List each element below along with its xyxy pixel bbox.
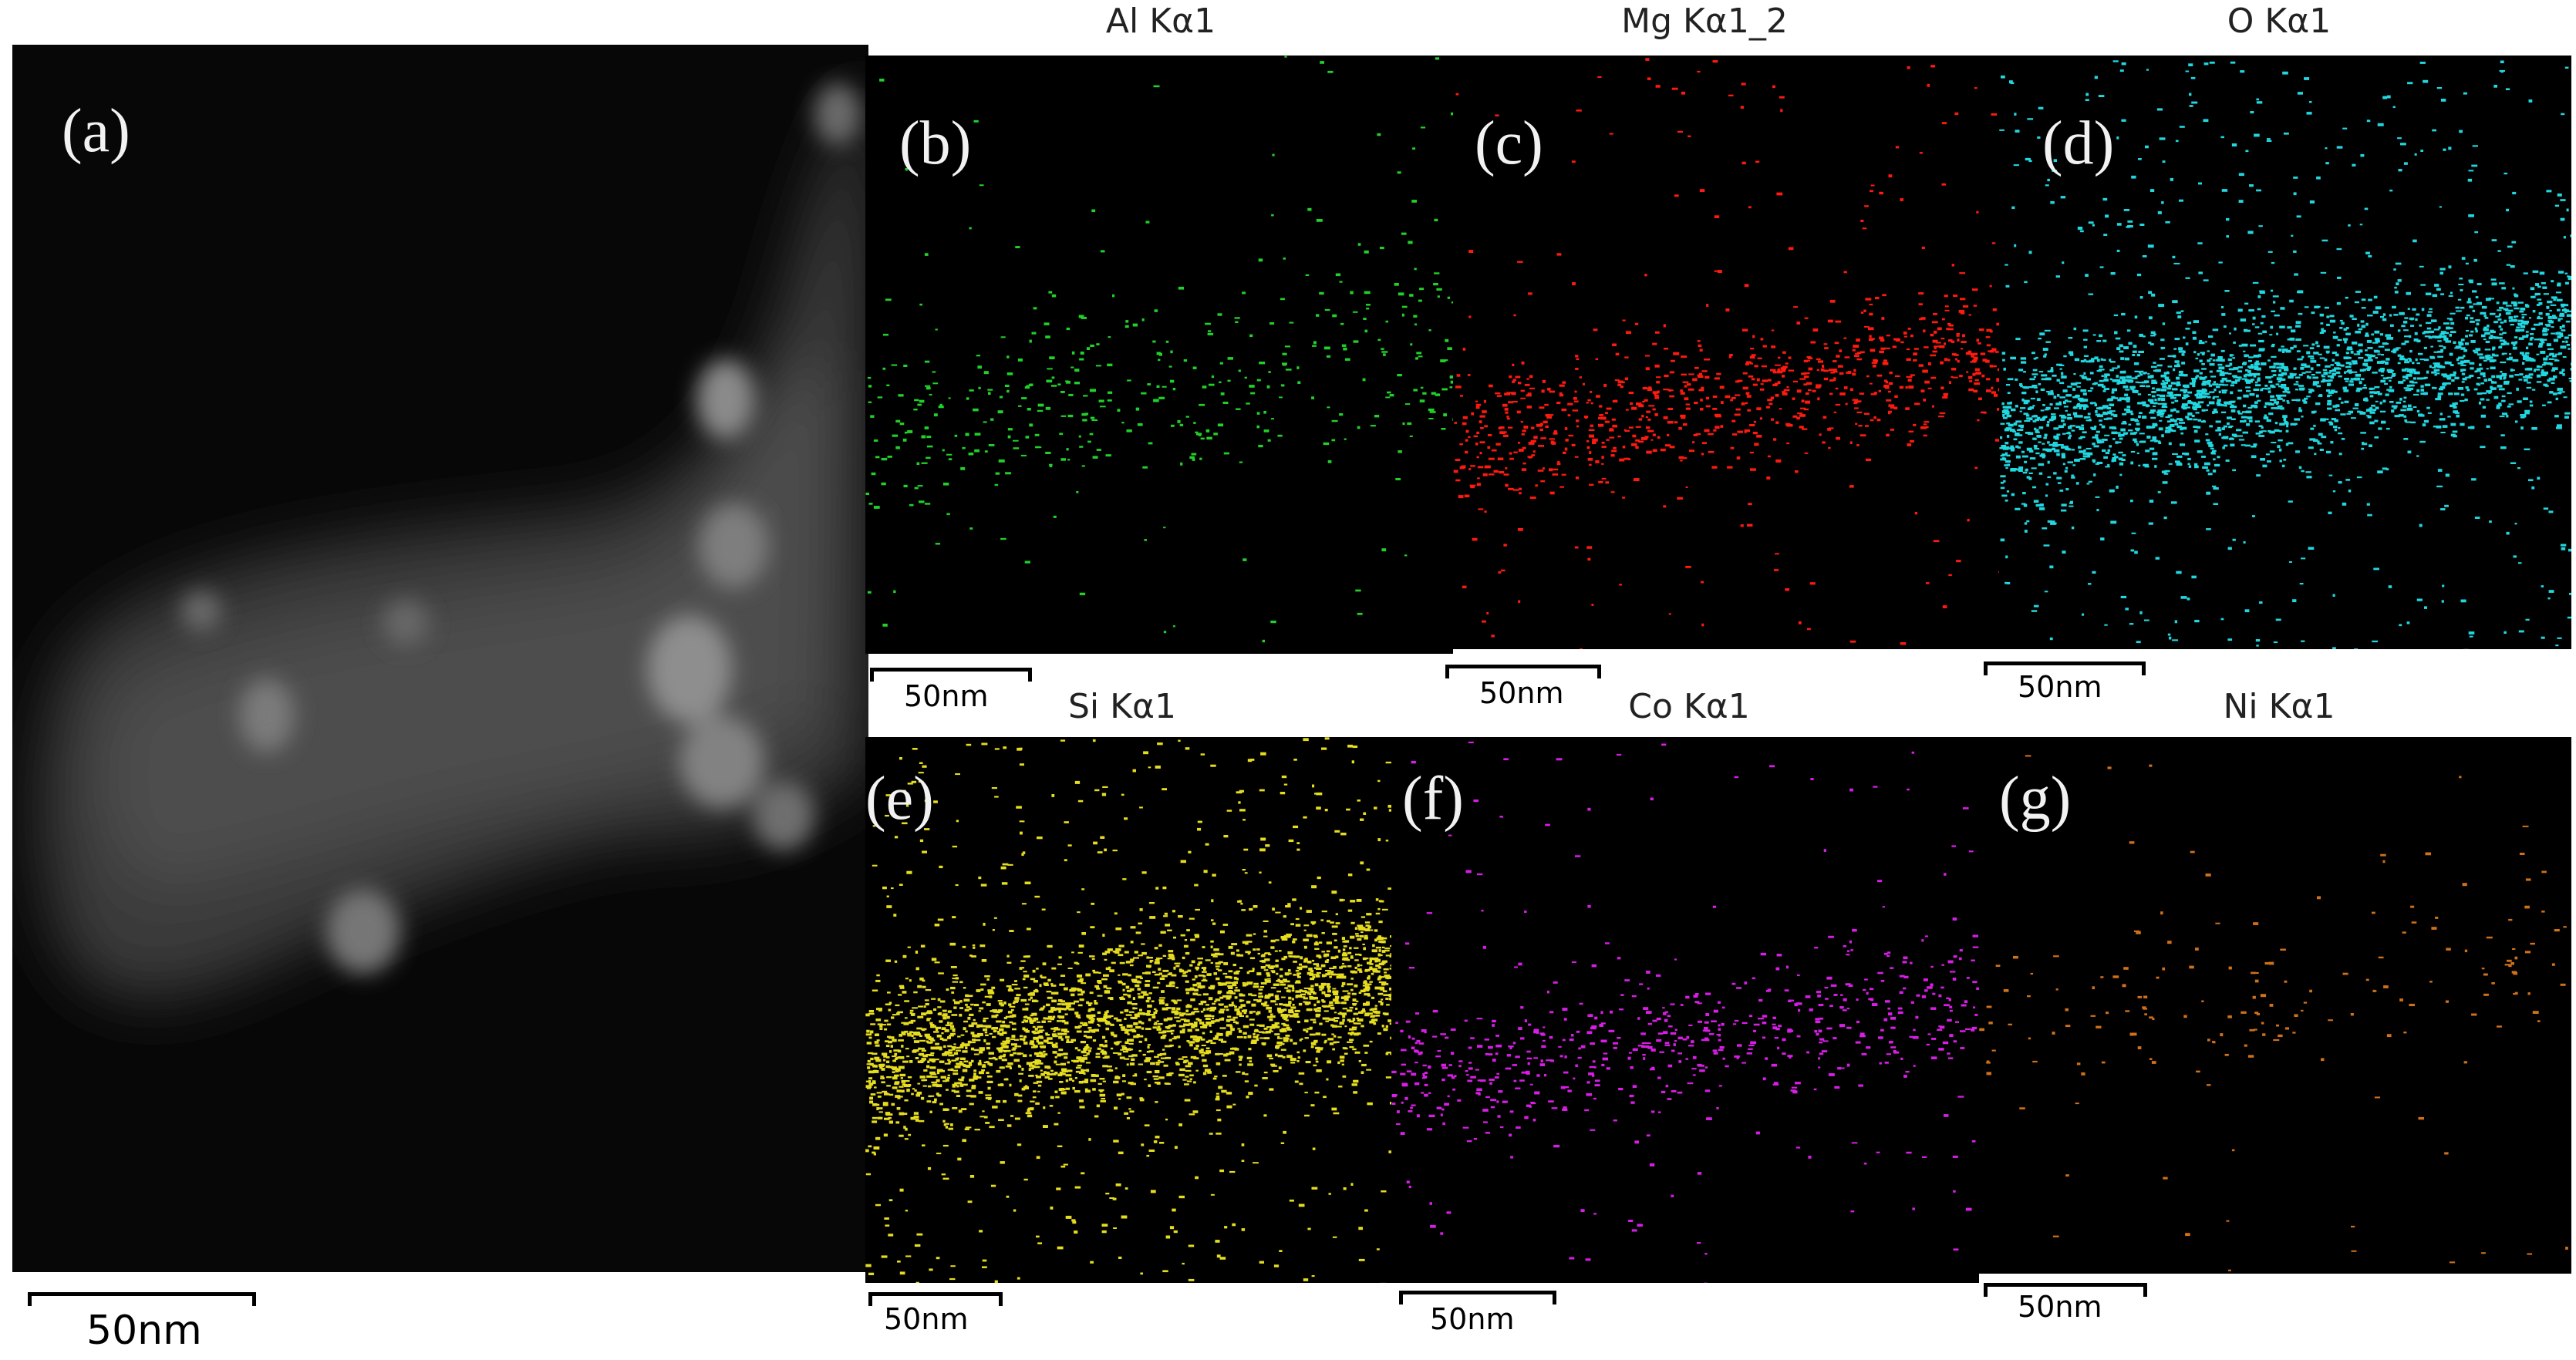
panel-title-e: Si Kα1 [1068,687,1176,726]
eds-map-panel-d: (d) [1999,56,2571,649]
scale-bar-label: 50nm [904,679,989,713]
eds-map-panel-b: (b) [865,56,1453,654]
micrograph-panel-a: (a) [12,45,868,1272]
eds-map-panel-e: (e) [865,737,1391,1283]
panel-label: (b) [899,109,972,177]
eds-map-image-g [1979,755,2568,1271]
panel-title-f: Co Kα1 [1628,687,1750,726]
scale-bar-label: 50nm [2018,1290,2102,1324]
eds-map-image-c [1453,58,1999,649]
scale-bar-label: 50nm [2018,670,2102,704]
panel-label: (e) [865,765,934,833]
eds-map-image-f [1391,741,1979,1283]
scale-bar-label: 50nm [884,1302,969,1336]
eds-map-image-b [865,56,1453,643]
micrograph-image [12,45,868,1272]
eds-map-panel-c: (c) [1453,56,1999,649]
scale-bar-label: 50nm [1479,676,1564,710]
panel-title-c: Mg Kα1_2 [1621,2,1788,41]
panel-label: (c) [1475,109,1543,177]
panel-label: (g) [1999,765,2072,833]
eds-map-image-d [1999,60,2571,649]
eds-map-panel-f: (f) [1391,737,1979,1283]
panel-title-g: Ni Kα1 [2223,687,2335,726]
eds-map-image-e [865,737,1391,1283]
panel-title-b: Al Kα1 [1105,2,1216,41]
eds-map-panel-g: (g) [1979,737,2571,1274]
panel-title-d: O Kα1 [2227,2,2332,41]
scale-bar-label: 50nm [1430,1302,1515,1336]
panel-label: (a) [62,97,130,165]
scale-bar-label: 50nm [86,1308,202,1354]
panel-label: (d) [2042,109,2115,177]
panel-label: (f) [1402,765,1464,833]
